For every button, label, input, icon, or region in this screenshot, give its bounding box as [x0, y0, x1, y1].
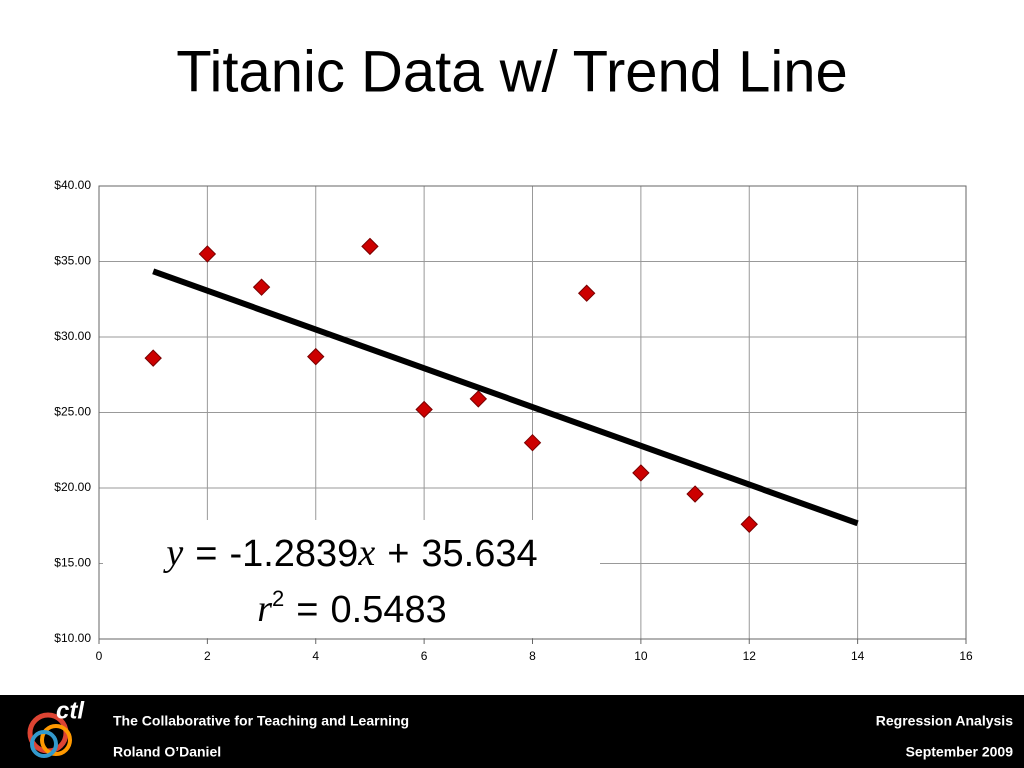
topic: Regression Analysis — [876, 713, 1013, 729]
x-tick-label: 16 — [959, 649, 973, 663]
data-point — [307, 347, 325, 366]
x-tick-label: 2 — [204, 649, 211, 663]
plot-frame — [98, 185, 967, 640]
logo-swirl — [30, 730, 58, 758]
y-tick-label: $30.00 — [54, 329, 91, 343]
equation: y = -1.2839x +35.634 — [162, 532, 537, 575]
plot-area: $10.00 $15.00 $20.00 $25.00 $30.00 $35.00 $40.… — [54, 178, 973, 663]
logo-text: ctl — [56, 697, 85, 724]
data-point — [523, 433, 542, 452]
r-symbol: r — [257, 588, 272, 630]
equation-intercept: 35.634 — [421, 533, 537, 575]
x-tick-label: 8 — [529, 649, 536, 663]
data-point — [415, 400, 433, 419]
y-tick-label: $20.00 — [54, 480, 91, 494]
data-point — [577, 284, 596, 302]
x-tick-label: 14 — [851, 649, 865, 663]
date: September 2009 — [906, 744, 1014, 760]
data-point — [252, 278, 271, 296]
organization: The Collaborative for Teaching and Learn… — [113, 713, 409, 729]
r-eq: = — [296, 589, 318, 631]
equation-lhs: y — [162, 532, 183, 574]
trend-line — [152, 268, 859, 527]
data-point — [198, 245, 217, 263]
data-point — [469, 390, 488, 408]
y-tick-label: $25.00 — [54, 405, 91, 419]
x-tick-label: 12 — [743, 649, 757, 663]
logo-swirl — [40, 724, 72, 756]
data-point — [632, 464, 650, 482]
r-squared: r2 = 0.5483 — [257, 586, 446, 631]
equation-eq: = — [195, 533, 217, 575]
y-tick-label: $10.00 — [54, 631, 91, 645]
chart-title: Titanic Data w/ Trend Line — [176, 39, 848, 104]
r-exponent: 2 — [272, 586, 284, 611]
y-tick-label: $40.00 — [54, 178, 91, 192]
equation-slope: -1.2839 — [229, 533, 358, 575]
data-point — [361, 237, 379, 256]
r-value: 0.5483 — [331, 589, 447, 631]
equation-var: x — [357, 532, 375, 574]
x-tick-label: 10 — [634, 649, 648, 663]
y-tick-label: $15.00 — [54, 556, 91, 570]
y-tick-label: $35.00 — [54, 254, 91, 268]
x-tick-label: 4 — [312, 649, 319, 663]
author: Roland O’Daniel — [113, 744, 221, 760]
equation-box — [103, 520, 600, 638]
x-tick-label: 6 — [421, 649, 428, 663]
data-point — [740, 515, 758, 533]
equation-plus: + — [387, 533, 409, 575]
data-point — [686, 485, 704, 503]
x-tick-label: 0 — [96, 649, 103, 663]
footer-bar — [0, 695, 1024, 768]
data-point — [144, 349, 162, 367]
logo: ctl — [27, 697, 85, 758]
